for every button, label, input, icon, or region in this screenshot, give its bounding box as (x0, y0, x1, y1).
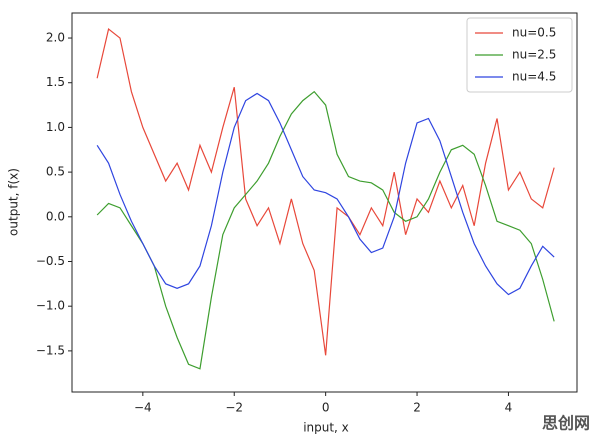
line-series (96, 28, 555, 356)
legend-label: nu=0.5 (512, 26, 556, 40)
y-tick-label: 1.5 (46, 75, 65, 89)
x-axis-label: input, x (303, 421, 349, 435)
y-tick-label: 0.0 (46, 209, 65, 223)
plot-frame (71, 12, 578, 393)
legend-box (466, 17, 573, 93)
y-tick-label: 1.0 (46, 120, 65, 134)
y-tick-label: 0.5 (46, 165, 65, 179)
legend-label: nu=4.5 (512, 70, 556, 84)
y-tick-label: −1.5 (36, 343, 65, 357)
legend-label: nu=2.5 (512, 48, 556, 62)
line-series (96, 90, 555, 370)
line-series (96, 92, 555, 296)
y-axis-label: output, f(x) (7, 168, 21, 236)
y-tick-label: 2.0 (46, 31, 65, 45)
x-tick-label: −2 (225, 401, 243, 415)
y-tick-label: −0.5 (36, 254, 65, 268)
watermark: 思创网 (542, 414, 590, 433)
x-tick-label: 2 (413, 401, 421, 415)
y-tick-label: −1.0 (36, 299, 65, 313)
x-tick-label: 0 (322, 401, 330, 415)
x-tick-label: 4 (505, 401, 513, 415)
x-tick-label: −4 (134, 401, 152, 415)
